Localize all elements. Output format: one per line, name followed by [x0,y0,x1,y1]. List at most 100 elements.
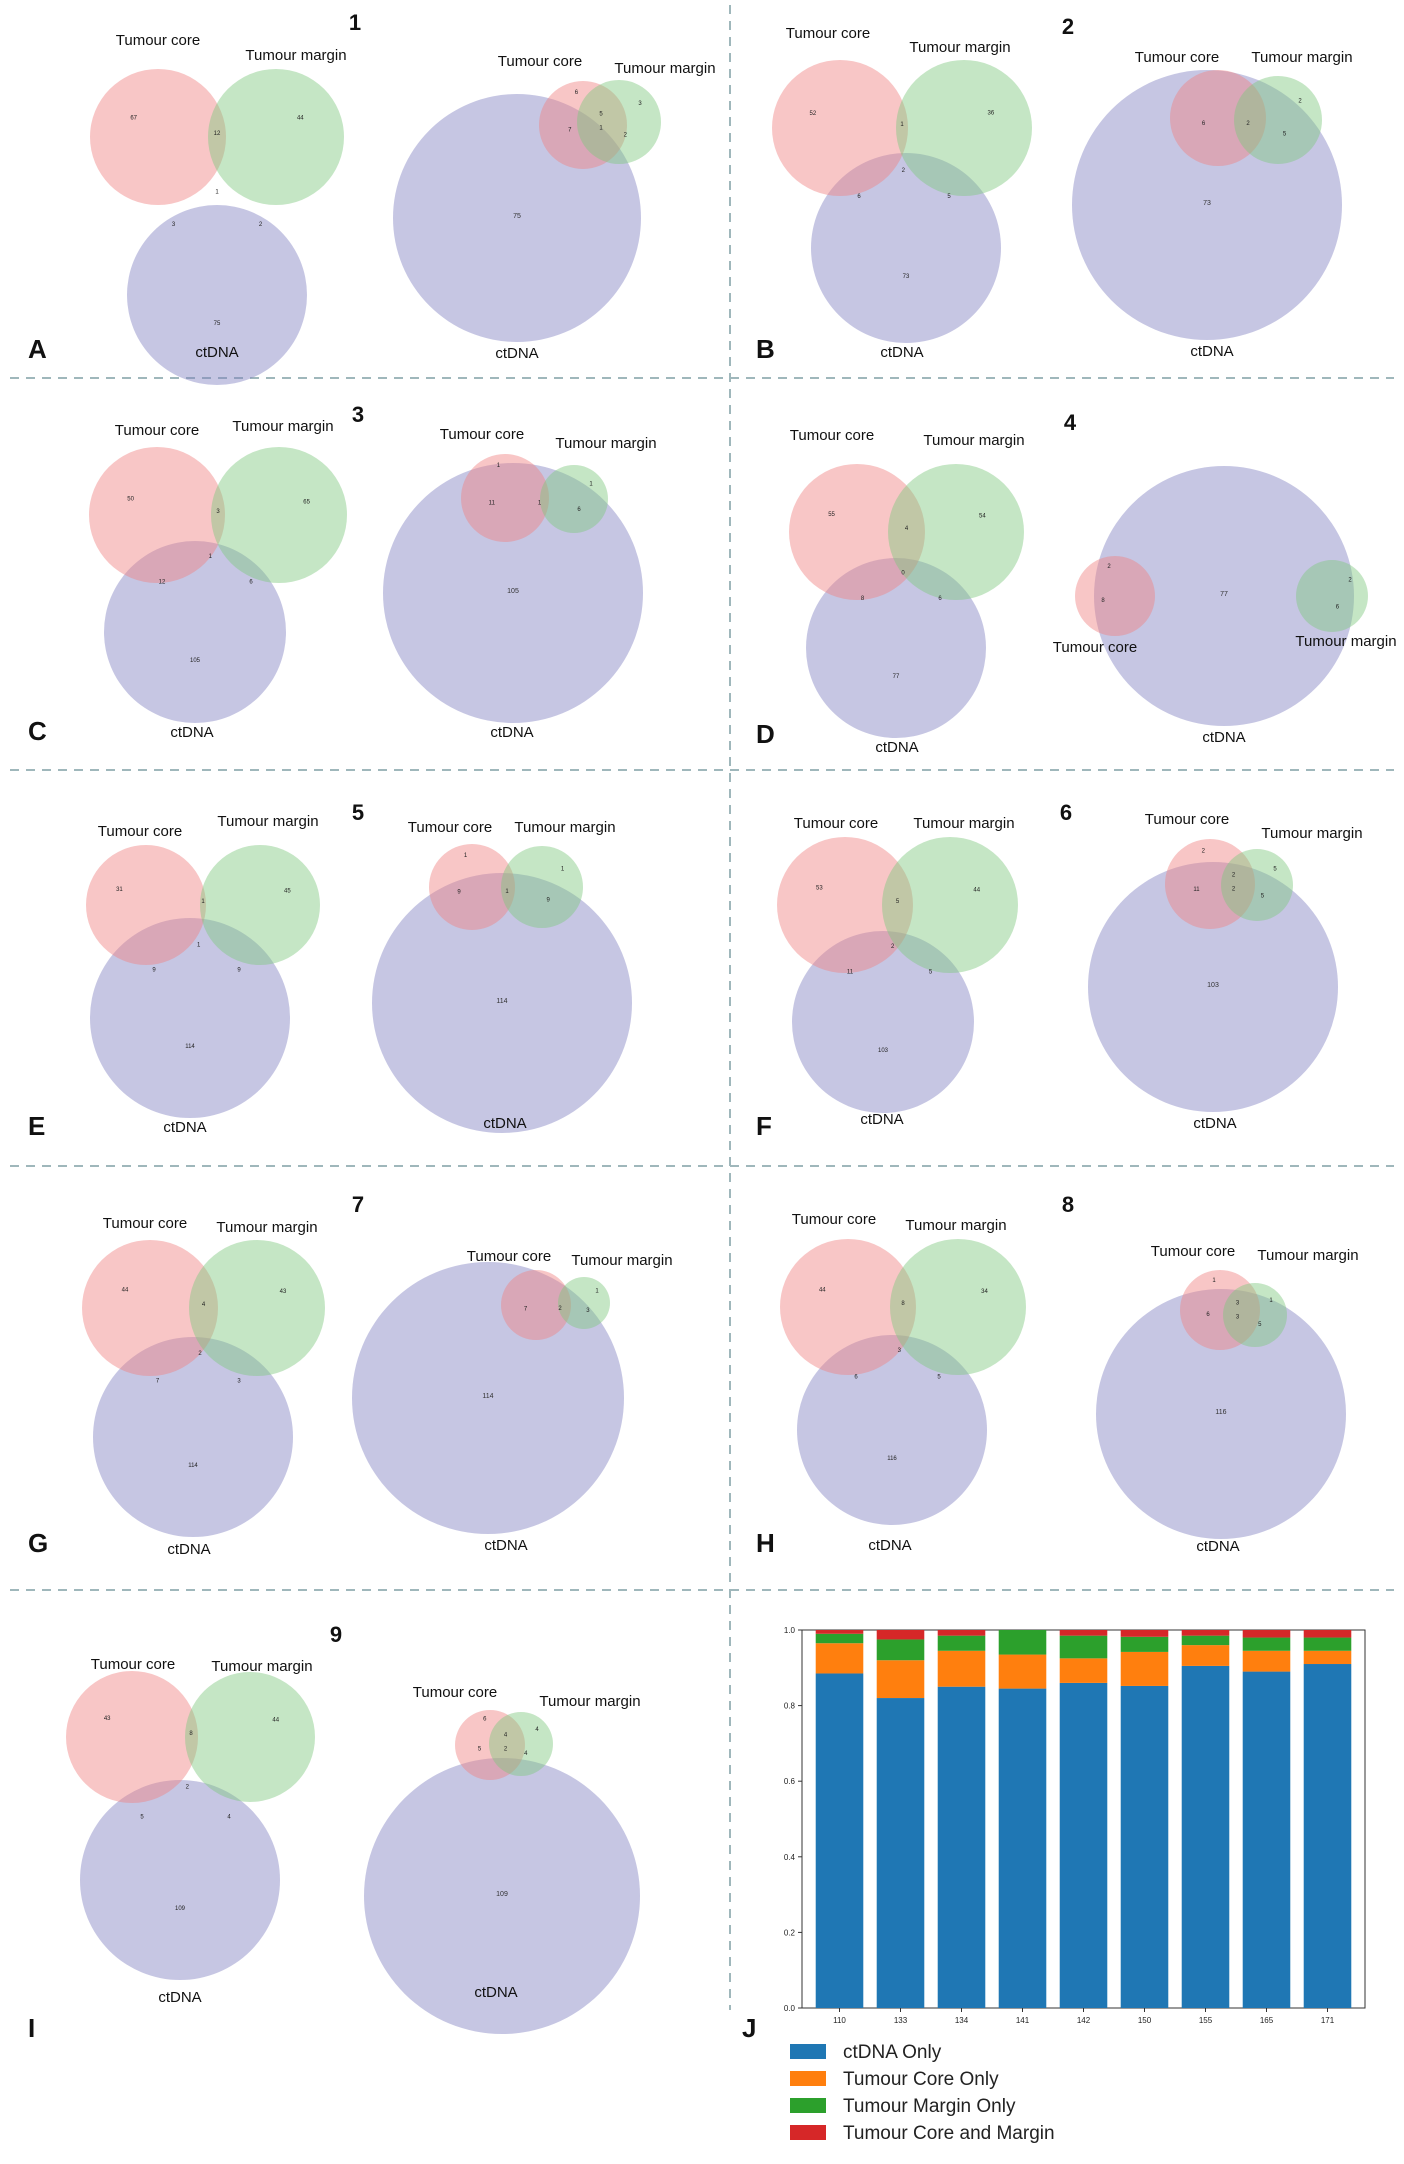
tumour-margin-label: Tumour margin [1261,825,1362,842]
bar-segment [1303,1650,1352,1665]
tumour-margin-label: Tumour margin [1257,1247,1358,1264]
venn3-core-ctdna-count: 8 [861,596,865,602]
venn3-center-count: 0 [901,571,905,577]
tumour-margin-circle [888,464,1024,600]
tumour-core-label: Tumour core [440,426,524,443]
venn-ct-margin-only-count: 2 [1298,98,1302,104]
panel-index-number: 8 [1062,1192,1074,1217]
tumour-core-label: Tumour core [498,53,582,70]
venn-ct-margin-ctdna-count: 5 [1283,131,1287,137]
venn3-diagram: 43 44 8 2 5 4 109 Tumour core Tumour margin ctDNA [66,1656,315,2006]
venn3-core-only-count: 43 [104,1716,111,1722]
venn-ct-margin-only-count: 5 [1273,867,1277,873]
stacked-bar-chart: 0.0 0.2 0.4 0.6 0.8 1.0 110 133 134 141 142 150 155 1… [742,1626,1366,2144]
venn3-core-margin-count: 8 [189,1731,193,1737]
venn-ct-center-count: 2 [558,1306,562,1312]
venn-ct-margin-only-count: 1 [595,1289,599,1295]
venn-ct-core-ctdna-count: 11 [1193,887,1200,893]
venn-panel-f: 53 44 5 2 11 5 103 Tumour core Tumour margin ctDN… [756,800,1363,1141]
venn-ct-margin-only-count: 2 [1348,578,1352,584]
ctdna-circle [811,153,1001,343]
venn3-margin-only-count: 54 [979,514,986,520]
venn-ct-ctdna-only-count: 103 [1207,982,1219,989]
ctdna-label: ctDNA [1190,343,1233,360]
tumour-margin-label: Tumour margin [909,39,1010,56]
tumour-margin-label: Tumour margin [216,1219,317,1236]
ctdna-circle [104,541,286,723]
bar-segment [1059,1635,1108,1659]
tumour-margin-circle [882,837,1018,973]
tumour-core-circle [1180,1270,1260,1350]
venn3-ctdna-only-count: 75 [214,321,221,327]
x-tick-label: 141 [1016,2016,1030,2025]
venn-ct-core-only-count: 6 [575,90,579,96]
panel-index-number: 9 [330,1622,342,1647]
venn-ct-margin-ctdna-count: 9 [546,897,550,903]
tumour-margin-circle [211,447,347,583]
tumour-margin-circle [501,846,583,928]
venn3-ctdna-only-count: 103 [878,1048,889,1054]
legend-swatch [790,2098,826,2113]
venn3-margin-ctdna-count: 4 [227,1815,231,1821]
venn-ct-margin-only-count: 1 [1269,1298,1273,1304]
venn-ct-margin-ctdna-count: 6 [577,507,581,513]
tumour-margin-circle [489,1712,553,1776]
tumour-margin-label: Tumour margin [923,432,1024,449]
tumour-core-circle [777,837,913,973]
tumour-margin-circle [1223,1283,1287,1347]
venn-ct-margin-only-count: 3 [638,101,642,107]
tumour-margin-circle [189,1240,325,1376]
venn3-ctdna-only-count: 77 [893,674,900,680]
tumour-core-circle [780,1239,916,1375]
ctdna-circle [806,558,986,738]
venn3-ctdna-only-count: 116 [887,1456,897,1462]
venn3-core-margin-count: 12 [214,131,221,137]
panel-letter: I [28,2013,35,2043]
bar-segment [1303,1664,1352,2008]
bar-segment [876,1630,925,1640]
bar-segment [1120,1651,1169,1686]
venn3-margin-only-count: 45 [284,889,291,895]
bar-segment [876,1698,925,2008]
venn-ctdna-centred: 1 1 3 3 6 5 116 Tumour core Tumour margin ctDNA [1096,1243,1359,1555]
tumour-margin-label: Tumour margin [211,1658,312,1675]
tumour-margin-label: Tumour margin [555,435,656,452]
venn3-core-margin-count: 1 [201,899,205,905]
ctdna-label: ctDNA [167,1541,210,1558]
venn-ct-core-ctdna-count: 9 [457,889,461,895]
venn-ct-core-ctdna-count: 6 [1206,1312,1210,1318]
bar-segment [815,1630,864,1634]
venn-ct-margin-only-count: 1 [589,481,593,487]
tumour-margin-label: Tumour margin [245,47,346,64]
panel-index-number: 7 [352,1192,364,1217]
venn-ct-ctdna-only-count: 75 [513,213,521,220]
x-tick-label: 150 [1138,2016,1152,2025]
venn-ct-core-only-count: 6 [483,1717,487,1723]
ctdna-label: ctDNA [163,1119,206,1136]
venn-ct-margin-ctdna-count: 2 [624,133,628,139]
venn3-core-only-count: 44 [819,1287,826,1293]
venn3-core-only-count: 55 [828,512,835,518]
tumour-core-circle [86,845,206,965]
bar-segment [1242,1650,1291,1672]
venn-ctdna-centred: 6 4 4 2 5 4 109 Tumour core Tumour margin ctDNA [364,1684,641,2034]
tumour-margin-circle [577,80,661,164]
bar-segment [815,1643,864,1674]
venn3-diagram: 67 44 12 1 3 2 75 Tumour core Tumour margin ctDNA [90,32,347,385]
bar-segment [1059,1658,1108,1683]
ctdna-label: ctDNA [868,1537,911,1554]
bar-segment [998,1630,1047,1655]
venn3-core-margin-count: 8 [901,1301,905,1307]
venn3-ctdna-only-count: 73 [903,274,910,280]
tumour-margin-circle [1234,76,1322,164]
venn3-diagram: 44 34 8 3 6 5 116 Tumour core Tumour margin ctDNA [780,1211,1026,1554]
venn3-core-margin-count: 1 [900,122,904,128]
tumour-core-circle [789,464,925,600]
venn3-margin-only-count: 65 [303,499,310,505]
bar-segment [1181,1665,1230,2008]
tumour-core-circle [429,844,515,930]
venn-ctdna-centred: 2 2 8 6 77 Tumour core Tumour margin ctDNA [1053,466,1397,746]
